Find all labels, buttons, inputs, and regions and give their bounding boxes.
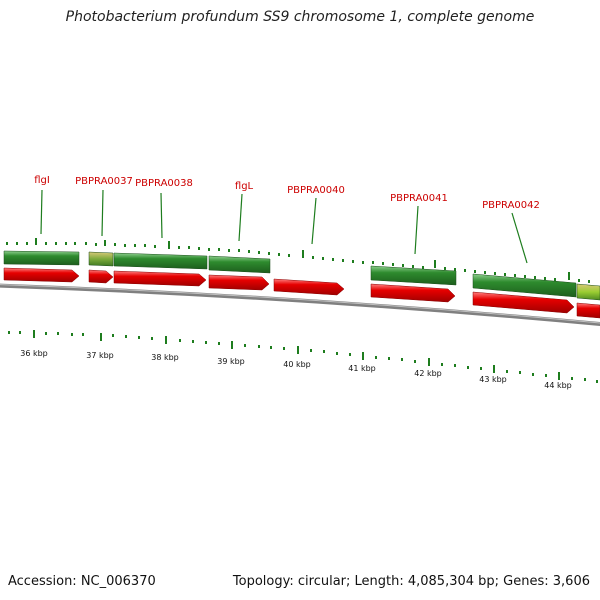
- genome-backbone-highlight: [0, 284, 600, 324]
- gene-bar-PBPRA0038: [113, 252, 208, 270]
- gene-label-PBPRA0037: PBPRA0037: [75, 176, 133, 187]
- red-arrow-track: [3, 267, 600, 319]
- kbp-label-36: 36 kbp: [20, 349, 48, 358]
- scale-tick-track: [8, 330, 598, 383]
- kbp-label-44: 44 kbp: [544, 381, 572, 390]
- kbp-label-40: 40 kbp: [283, 360, 311, 369]
- genome-summary-text: Topology: circular; Length: 4,085,304 bp…: [232, 574, 590, 589]
- gene-label-PBPRA0041: PBPRA0041: [390, 193, 448, 204]
- gene-bar-PBPRA0037: [88, 251, 114, 267]
- kbp-label-42: 42 kbp: [414, 369, 442, 378]
- gene-arrow-1: [3, 267, 80, 283]
- gene-arrow-6: [370, 283, 456, 303]
- gene-label-flgL: flgL: [235, 181, 254, 192]
- kbp-label-41: 41 kbp: [348, 364, 376, 373]
- gene-label-PBPRA0038: PBPRA0038: [135, 178, 193, 189]
- gene-bar-PBPRA0041: [370, 265, 457, 286]
- gene-arrow-8: [576, 302, 600, 319]
- kbp-label-39: 39 kbp: [217, 357, 245, 366]
- genome-backbone: [0, 283, 600, 327]
- gene-arrow-2: [88, 269, 114, 284]
- gene-leader-lines: [40, 189, 528, 264]
- kbp-label-43: 43 kbp: [479, 375, 507, 384]
- gene-bar-PBPRA0042: [472, 273, 577, 298]
- gene-bar-flgL: [208, 255, 271, 274]
- accession-text: Accession: NC_006370: [8, 574, 156, 589]
- gene-label-flgI: flgI: [34, 175, 50, 186]
- upper-tick-track: [6, 238, 590, 283]
- kbp-label-38: 38 kbp: [151, 353, 179, 362]
- genome-title: Photobacterium profundum SS9 chromosome …: [65, 9, 535, 25]
- gene-arrow-5: [273, 278, 345, 296]
- gene-arrow-3: [113, 270, 207, 287]
- gene-arrow-7: [472, 291, 575, 314]
- kbp-label-37: 37 kbp: [86, 351, 114, 360]
- gene-bar-partial: [576, 283, 600, 301]
- gene-label-PBPRA0042: PBPRA0042: [482, 200, 540, 211]
- green-gene-track: [3, 250, 600, 301]
- gene-bar-flgI: [3, 250, 80, 266]
- gene-arrow-4: [208, 274, 270, 291]
- gene-label-PBPRA0040: PBPRA0040: [287, 185, 345, 196]
